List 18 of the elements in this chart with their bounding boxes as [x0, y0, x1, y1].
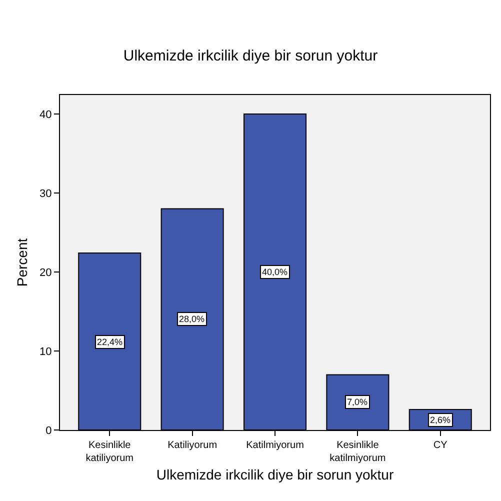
x-tick-label: Kesinlikle katilmiyorum	[330, 440, 386, 464]
y-tick-label: 40	[40, 108, 52, 121]
x-tick-label: CY	[433, 440, 448, 451]
data-label: 7,0%	[347, 397, 368, 407]
x-axis-title: Ulkemizde irkcilik diye bir sorun yoktur	[156, 466, 394, 482]
data-label: 40,0%	[262, 267, 288, 277]
y-axis-title: Percent	[14, 238, 30, 287]
x-tick-label: Katiliyorum	[168, 440, 218, 451]
y-tick-label: 10	[40, 346, 52, 358]
data-label: 2,6%	[430, 415, 451, 425]
data-label: 28,0%	[179, 314, 205, 324]
y-tick-label: 20	[40, 266, 52, 279]
x-tick-label: Kesinlikle katiliyorum	[86, 440, 134, 464]
y-tick-label: 30	[40, 188, 52, 200]
y-tick-label: 0	[46, 424, 52, 437]
chart-title: Ulkemizde irkcilik diye bir sorun yoktur	[123, 48, 378, 65]
data-label: 22,4%	[97, 337, 123, 347]
x-tick-label: Katilmiyorum	[246, 440, 304, 451]
